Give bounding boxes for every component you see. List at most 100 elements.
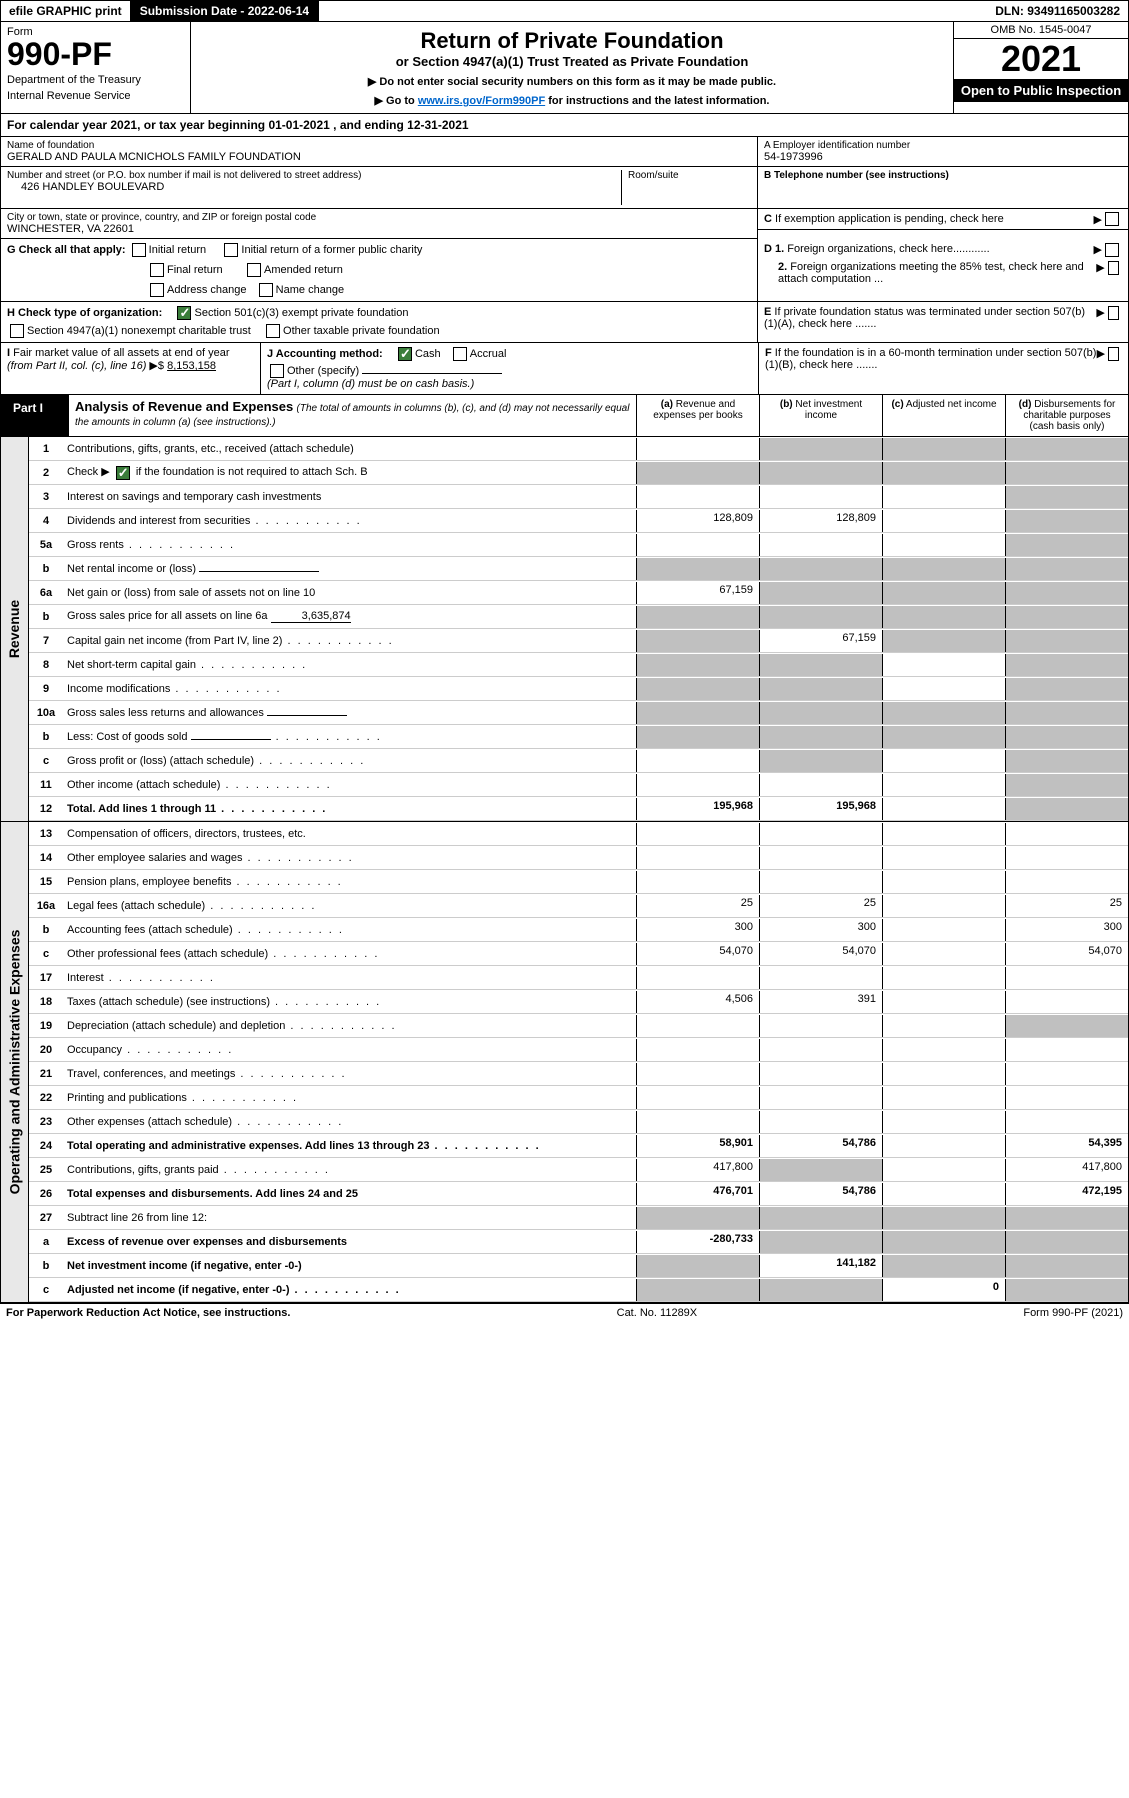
row-num: 5a — [29, 537, 63, 553]
note-pre: ▶ Go to — [375, 95, 418, 107]
cell-b: 300 — [759, 919, 882, 941]
g-address-checkbox[interactable] — [150, 283, 164, 297]
arrow-icon: ▶ — [1096, 306, 1104, 338]
g-amended: Amended return — [264, 264, 343, 276]
j-other-checkbox[interactable] — [270, 364, 284, 378]
arrow-icon: ▶ — [1096, 261, 1104, 285]
g-amended-checkbox[interactable] — [247, 263, 261, 277]
g-initial: Initial return — [149, 244, 206, 256]
city: WINCHESTER, VA 22601 — [7, 223, 751, 235]
cell-d: 54,070 — [1005, 943, 1128, 965]
col-b-t: Net investment income — [795, 399, 862, 421]
row-num: 25 — [29, 1162, 63, 1178]
g-final-checkbox[interactable] — [150, 263, 164, 277]
d2-checkbox[interactable] — [1108, 261, 1119, 275]
row-desc: Printing and publications — [63, 1090, 636, 1106]
d2-label: 2. Foreign organizations meeting the 85%… — [778, 261, 1096, 285]
row-desc: Pension plans, employee benefits — [63, 874, 636, 890]
row-desc: Gross sales less returns and allowances — [63, 705, 636, 721]
row-desc: Net short-term capital gain — [63, 657, 636, 673]
h-4947: Section 4947(a)(1) nonexempt charitable … — [27, 325, 251, 337]
col-b: (b) — [780, 399, 793, 410]
cell-a: 417,800 — [636, 1159, 759, 1181]
row-num: 26 — [29, 1186, 63, 1202]
d1-label: D 1. Foreign organizations, check here..… — [764, 243, 990, 257]
g-name-checkbox[interactable] — [259, 283, 273, 297]
row-desc: Other income (attach schedule) — [63, 777, 636, 793]
row-num: b — [29, 609, 63, 625]
row-num: 24 — [29, 1138, 63, 1154]
e-label: E If private foundation status was termi… — [764, 306, 1096, 338]
row-desc: Total operating and administrative expen… — [63, 1138, 636, 1154]
c-checkbox[interactable] — [1105, 212, 1119, 226]
g-name: Name change — [276, 284, 345, 296]
cell-b: 54,786 — [759, 1183, 882, 1205]
c-exemption-label: C If exemption application is pending, c… — [764, 213, 1004, 225]
row-desc: Net gain or (loss) from sale of assets n… — [63, 585, 636, 601]
h-other-tax: Other taxable private foundation — [283, 325, 440, 337]
j-cash-checkbox[interactable] — [398, 347, 412, 361]
row-desc: Income modifications — [63, 681, 636, 697]
cell-b: 141,182 — [759, 1255, 882, 1277]
row-num: c — [29, 1282, 63, 1298]
efile-label: efile GRAPHIC print — [1, 1, 130, 21]
row-num: 6a — [29, 585, 63, 601]
dept-irs: Internal Revenue Service — [7, 90, 184, 102]
ein: 54-1973996 — [764, 151, 1122, 163]
j-accrual-checkbox[interactable] — [453, 347, 467, 361]
h-501c3: Section 501(c)(3) exempt private foundat… — [194, 307, 408, 319]
row-desc: Accounting fees (attach schedule) — [63, 922, 636, 938]
row-desc: Gross profit or (loss) (attach schedule) — [63, 753, 636, 769]
schb-checkbox[interactable] — [116, 466, 130, 480]
row-num: 23 — [29, 1114, 63, 1130]
h-other-checkbox[interactable] — [266, 324, 280, 338]
cell-b: 67,159 — [759, 630, 882, 652]
arrow-icon: ▶ — [1097, 347, 1105, 390]
row-desc: Gross rents — [63, 537, 636, 553]
row-num: 10a — [29, 705, 63, 721]
e-checkbox[interactable] — [1108, 306, 1119, 320]
f-label: F If the foundation is in a 60-month ter… — [765, 347, 1097, 390]
cell-d: 54,395 — [1005, 1135, 1128, 1157]
row-num: b — [29, 1258, 63, 1274]
arrow-icon: ▶ — [1094, 213, 1102, 226]
cell-d: 472,195 — [1005, 1183, 1128, 1205]
row-num: 19 — [29, 1018, 63, 1034]
footer-center: Cat. No. 11289X — [290, 1307, 1023, 1319]
cell-a: 476,701 — [636, 1183, 759, 1205]
cell-d: 417,800 — [1005, 1159, 1128, 1181]
form-number: 990-PF — [7, 38, 184, 70]
col-d: (d) — [1019, 399, 1032, 410]
row-num: 14 — [29, 850, 63, 866]
cell-b: 128,809 — [759, 510, 882, 532]
expenses-side-label: Operating and Administrative Expenses — [1, 822, 29, 1302]
row-desc: Contributions, gifts, grants paid — [63, 1162, 636, 1178]
j-cash: Cash — [415, 348, 441, 360]
g-address: Address change — [167, 284, 247, 296]
row-num: 3 — [29, 489, 63, 505]
h-4947-checkbox[interactable] — [10, 324, 24, 338]
row-desc: Occupancy — [63, 1042, 636, 1058]
g-initial-checkbox[interactable] — [132, 243, 146, 257]
row-num: 9 — [29, 681, 63, 697]
row-num: c — [29, 946, 63, 962]
part1-label: Part I — [1, 395, 69, 436]
footer-right: Form 990-PF (2021) — [1023, 1307, 1123, 1319]
irs-link[interactable]: www.irs.gov/Form990PF — [418, 95, 545, 107]
row-desc: Capital gain net income (from Part IV, l… — [63, 633, 636, 649]
footer-left: For Paperwork Reduction Act Notice, see … — [6, 1307, 290, 1319]
h-501c3-checkbox[interactable] — [177, 306, 191, 320]
f-checkbox[interactable] — [1108, 347, 1119, 361]
row-desc: Contributions, gifts, grants, etc., rece… — [63, 441, 636, 457]
row-desc: Interest on savings and temporary cash i… — [63, 489, 636, 505]
d1-checkbox[interactable] — [1105, 243, 1119, 257]
address: 426 HANDLEY BOULEVARD — [7, 181, 621, 193]
row-desc: Gross sales price for all assets on line… — [63, 608, 636, 625]
col-d-t: Disbursements for charitable purposes (c… — [1023, 399, 1115, 432]
row-num: a — [29, 1234, 63, 1250]
g-initial-former-checkbox[interactable] — [224, 243, 238, 257]
row-desc: Less: Cost of goods sold — [63, 729, 636, 745]
cell-c: 0 — [882, 1279, 1005, 1301]
row-desc: Interest — [63, 970, 636, 986]
row-num: 17 — [29, 970, 63, 986]
